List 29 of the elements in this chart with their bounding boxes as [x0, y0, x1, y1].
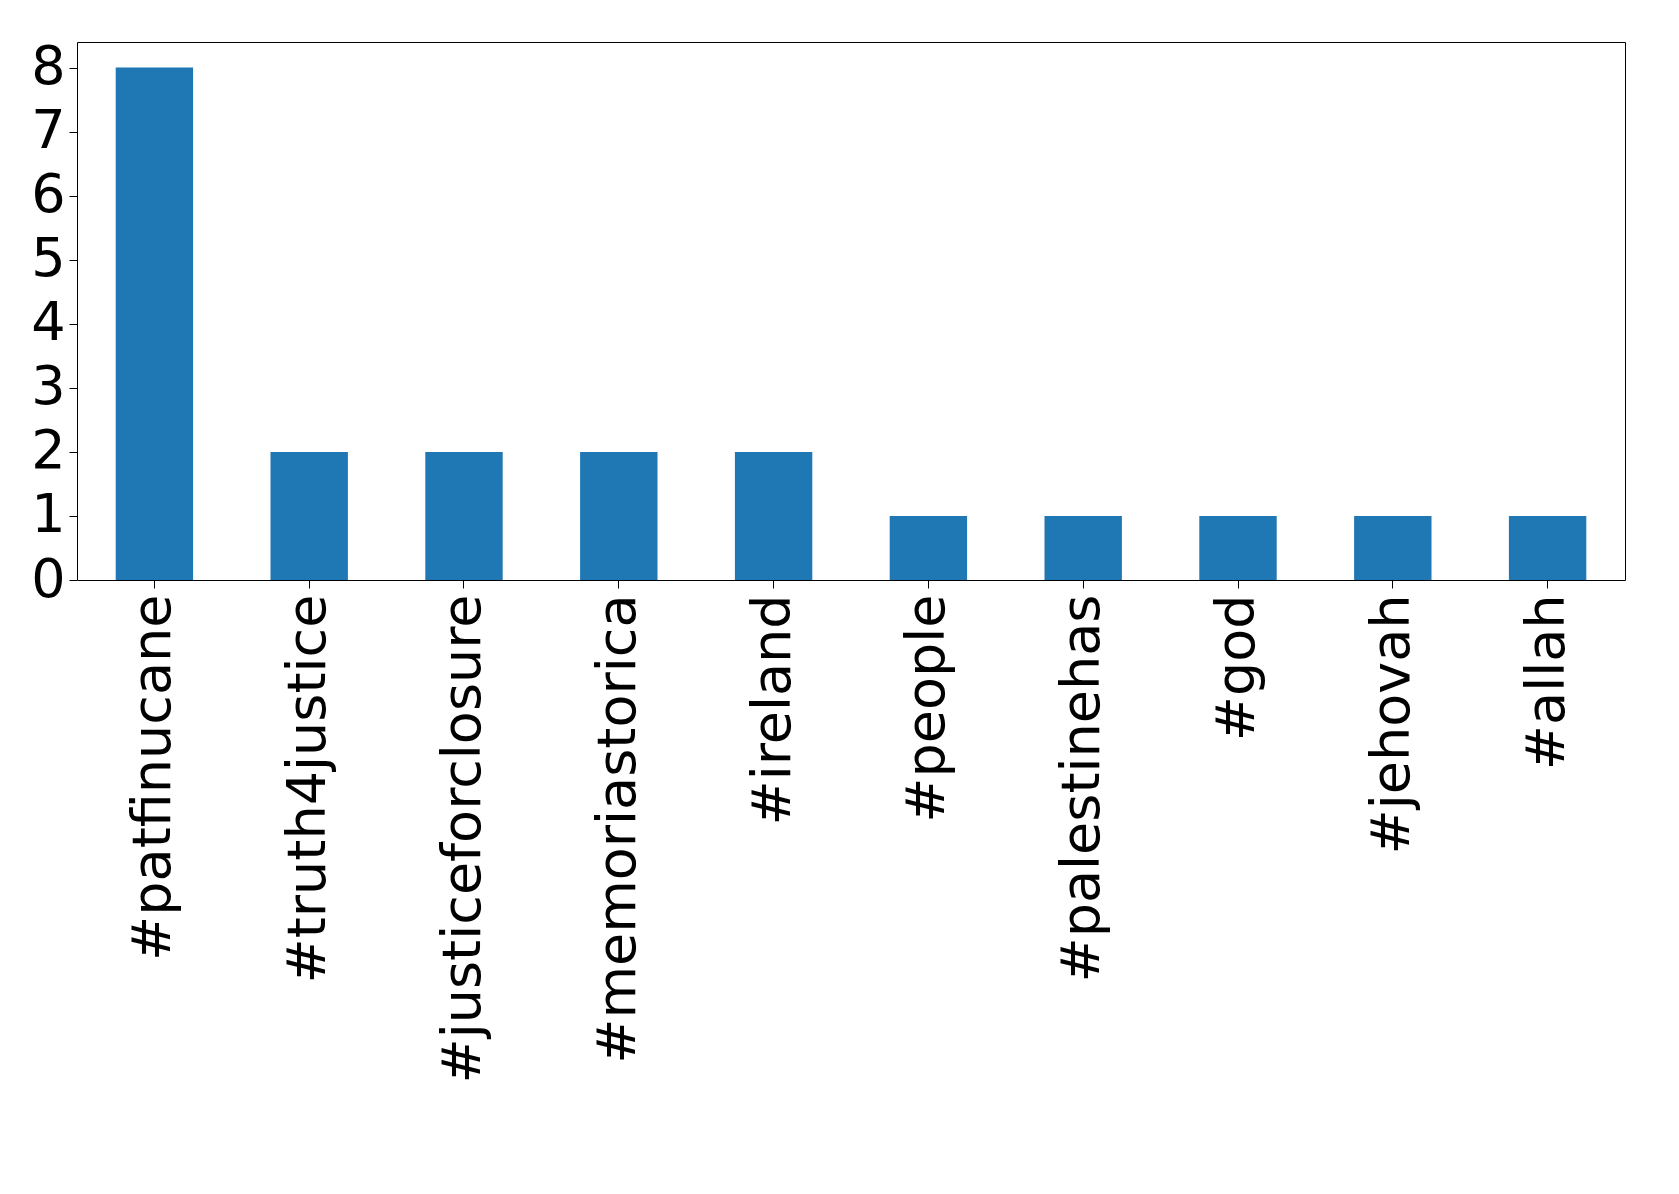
- x-tick-label: #patfinucane: [120, 594, 184, 961]
- bar: [734, 451, 813, 580]
- bar: [1508, 515, 1587, 580]
- x-tick-label: #people: [894, 594, 958, 823]
- x-tick-label: #allah: [1513, 594, 1577, 771]
- bar: [580, 451, 658, 580]
- x-tick-label: #memoriastorica: [584, 594, 648, 1064]
- x-tick-label: #ireland: [739, 594, 803, 826]
- bar: [1199, 515, 1277, 580]
- x-tick-label: #truth4justice: [275, 594, 339, 984]
- y-tick-label: 7: [31, 98, 66, 162]
- y-tick-label: 3: [31, 354, 66, 418]
- y-tick-label: 1: [31, 482, 66, 546]
- y-tick-label: 6: [31, 162, 66, 226]
- bar: [115, 67, 194, 580]
- y-tick-label: 4: [31, 290, 66, 354]
- y-tick-label: 0: [31, 546, 66, 610]
- x-tick-label: #jehovah: [1358, 594, 1422, 855]
- bar: [270, 451, 348, 580]
- bar: [889, 515, 968, 580]
- y-tick-label: 2: [31, 418, 66, 482]
- bar: [1044, 515, 1122, 580]
- y-tick-label: 8: [31, 34, 66, 98]
- bar: [425, 451, 503, 580]
- x-tick-label: #justiceforclosure: [430, 594, 493, 1084]
- x-tick-label: #palestinehas: [1049, 594, 1113, 983]
- bar: [1354, 515, 1432, 580]
- y-tick-label: 5: [31, 226, 66, 290]
- x-tick-label: #god: [1204, 594, 1267, 742]
